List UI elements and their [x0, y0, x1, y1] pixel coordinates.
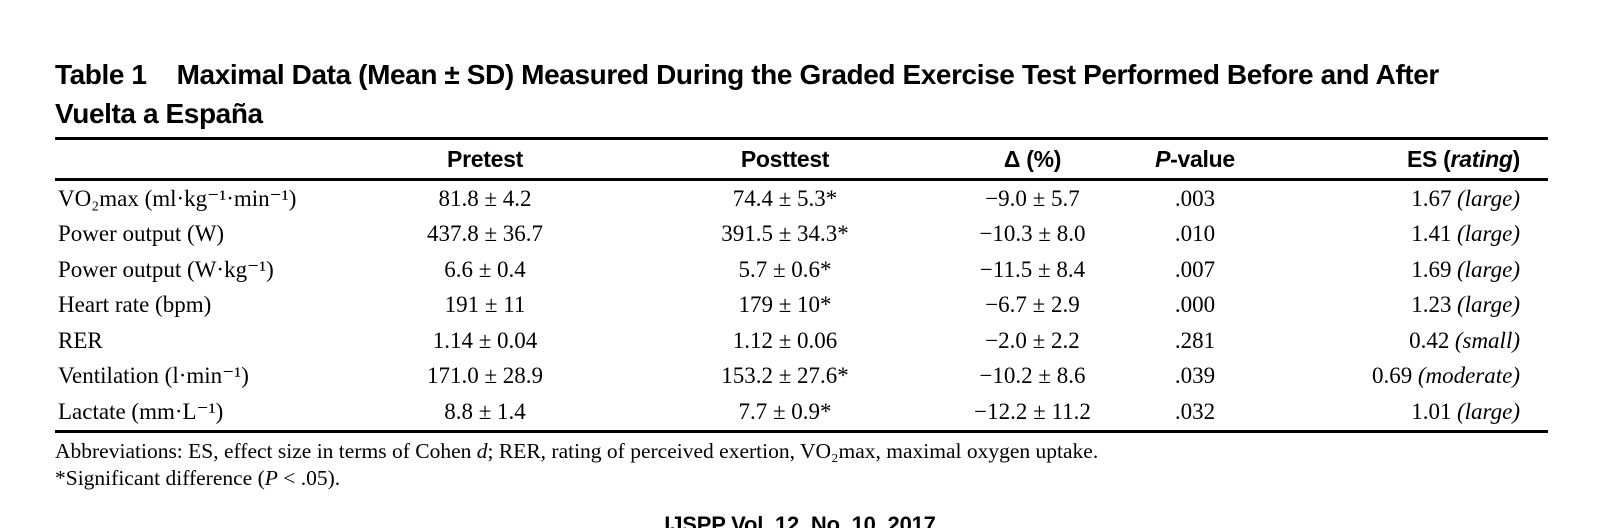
footnotes: Abbreviations: ES, effect size in terms … — [55, 438, 1555, 492]
header-es-italic: rating — [1450, 145, 1513, 172]
table-row: RER 1.14 ± 0.04 1.12 ± 0.06 −2.0 ± 2.2 .… — [55, 323, 1548, 359]
table-header-row: Pretest Posttest Δ (%) P-value ES (ratin… — [55, 138, 1548, 181]
row-label: Ventilation (l·min⁻¹) — [58, 363, 249, 389]
pretest-value: 171.0 ± 28.9 — [426, 363, 544, 389]
es-rating: (large) — [1456, 398, 1520, 424]
delta-value: −6.7 ± 2.9 — [985, 292, 1080, 318]
delta-value: −12.2 ± 11.2 — [974, 398, 1091, 424]
delta-value: −2.0 ± 2.2 — [985, 327, 1080, 353]
p-value: .007 — [1174, 256, 1216, 282]
posttest-value: 7.7 ± 0.9* — [738, 398, 832, 424]
es-value: 1.01 (large) — [1411, 398, 1520, 424]
header-p-italic: P — [1155, 145, 1171, 172]
posttest-value: 153.2 ± 27.6* — [721, 363, 849, 389]
table-row: Power output (W·kg⁻¹) 6.6 ± 0.4 5.7 ± 0.… — [55, 252, 1548, 288]
es-value: 0.69 (moderate) — [1372, 363, 1520, 389]
header-posttest: Posttest — [630, 138, 940, 181]
results-table: Pretest Posttest Δ (%) P-value ES (ratin… — [55, 137, 1548, 433]
footnote-abbreviations: Abbreviations: ES, effect size in terms … — [55, 439, 1099, 463]
table-row: VO₂max (ml·kg⁻¹·min⁻¹) 81.8 ± 4.2 74.4 ±… — [55, 180, 1548, 217]
p-value: .010 — [1174, 221, 1216, 247]
delta-value: −9.0 ± 5.7 — [985, 185, 1080, 211]
p-value: .000 — [1174, 292, 1216, 318]
es-value: 0.42 (small) — [1409, 327, 1520, 353]
header-p-rest: -value — [1170, 145, 1235, 172]
es-value: 1.69 (large) — [1411, 256, 1520, 282]
table-title: Table 1 Maximal Data (Mean ± SD) Measured… — [55, 55, 1555, 133]
pretest-value: 8.8 ± 1.4 — [444, 398, 526, 424]
row-label: Power output (W) — [58, 221, 225, 247]
row-label: RER — [58, 327, 103, 353]
posttest-value: 391.5 ± 34.3* — [721, 221, 849, 247]
footnote-significance: *Significant difference (P < .05). — [55, 466, 341, 490]
p-value: .281 — [1174, 327, 1216, 353]
es-rating: (small) — [1454, 327, 1520, 353]
header-es-suffix: ) — [1512, 145, 1521, 172]
posttest-value: 179 ± 10* — [738, 292, 832, 318]
table-row: Power output (W) 437.8 ± 36.7 391.5 ± 34… — [55, 217, 1548, 253]
table-row: Heart rate (bpm) 191 ± 11 179 ± 10* −6.7… — [55, 288, 1548, 324]
p-value: .039 — [1174, 363, 1216, 389]
p-value: .003 — [1174, 185, 1216, 211]
es-value: 1.41 (large) — [1411, 221, 1520, 247]
pretest-value: 1.14 ± 0.04 — [432, 327, 538, 353]
delta-value: −11.5 ± 8.4 — [979, 256, 1086, 282]
row-label: Power output (W·kg⁻¹) — [58, 256, 274, 282]
p-value: .032 — [1174, 398, 1216, 424]
es-value: 1.23 (large) — [1411, 292, 1520, 318]
posttest-value: 5.7 ± 0.6* — [738, 256, 832, 282]
table-title-line1: Table 1 Maximal Data (Mean ± SD) Measured… — [55, 55, 1555, 94]
posttest-value: 74.4 ± 5.3* — [732, 185, 838, 211]
row-label: VO₂max (ml·kg⁻¹·min⁻¹) — [58, 185, 297, 211]
header-delta-percent: Δ (%) — [940, 138, 1125, 181]
pretest-value: 6.6 ± 0.4 — [444, 256, 526, 282]
p-italic: P — [264, 466, 278, 490]
delta-value: −10.2 ± 8.6 — [979, 363, 1086, 389]
es-rating: (large) — [1456, 221, 1520, 247]
table-row: Lactate (mm·L⁻¹) 8.8 ± 1.4 7.7 ± 0.9* −1… — [55, 394, 1548, 431]
es-rating: (large) — [1456, 292, 1520, 318]
journal-footer: IJSPP Vol. 12, No. 10, 2017 — [664, 512, 936, 528]
header-es-prefix: ES ( — [1407, 145, 1451, 172]
row-label: Heart rate (bpm) — [58, 292, 212, 318]
es-rating: (large) — [1456, 185, 1520, 211]
table-title-text: Maximal Data (Mean ± SD) Measured During… — [176, 59, 1440, 90]
es-rating: (moderate) — [1417, 363, 1520, 389]
delta-value: −10.3 ± 8.0 — [979, 221, 1086, 247]
header-es-rating: ES (rating) — [1265, 138, 1548, 181]
header-parameter — [55, 138, 340, 181]
es-rating: (large) — [1456, 256, 1520, 282]
table-number: Table 1 — [55, 59, 147, 90]
posttest-value: 1.12 ± 0.06 — [732, 327, 838, 353]
header-p-value: P-value — [1125, 138, 1265, 181]
pretest-value: 81.8 ± 4.2 — [438, 185, 532, 211]
row-label: Lactate (mm·L⁻¹) — [58, 398, 224, 424]
header-pretest: Pretest — [340, 138, 630, 181]
table-title-line2: Vuelta a España — [55, 98, 263, 129]
cohen-d-italic: d — [476, 439, 488, 463]
table-row: Ventilation (l·min⁻¹) 171.0 ± 28.9 153.2… — [55, 359, 1548, 395]
es-value: 1.67 (large) — [1411, 185, 1520, 211]
pretest-value: 437.8 ± 36.7 — [426, 221, 544, 247]
pretest-value: 191 ± 11 — [444, 292, 526, 318]
